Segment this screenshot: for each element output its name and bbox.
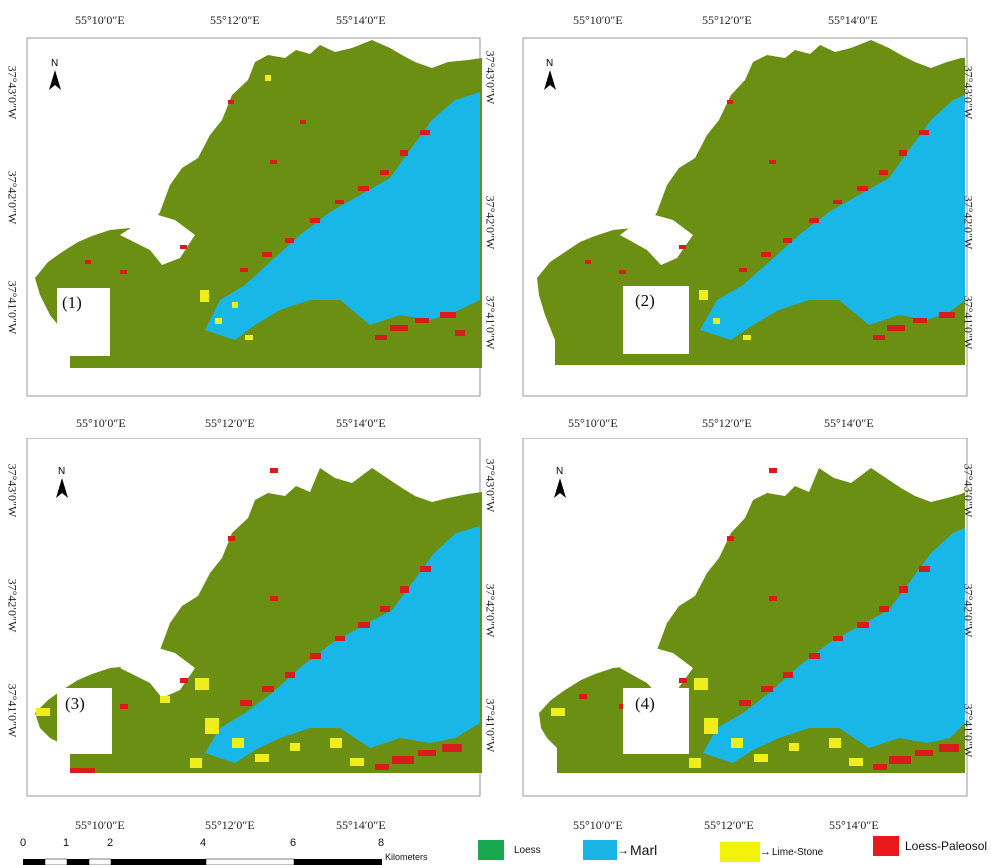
legend-label: Loess-Paleosol (905, 839, 988, 853)
panel-label: (2) (635, 291, 655, 310)
landform-map-1 (26, 37, 482, 397)
right-lat-label: 37°43′0″W (961, 65, 976, 120)
legend-item-limestone: → Lime-Stone (720, 842, 823, 862)
panel-label-box: (4) (623, 688, 689, 754)
top-lon-label: 55°14′0″E (336, 13, 386, 27)
bottom-lon-label: 55°12′0″E (205, 416, 255, 430)
panel-label-box: (1) (57, 288, 110, 356)
north-arrow: N (55, 466, 69, 498)
left-lat-label: 37°43′0″W (5, 463, 20, 518)
north-arrow: N (48, 58, 62, 90)
panel-label-box: (3) (57, 688, 112, 754)
panel-label: (4) (635, 694, 655, 713)
bottom-lon-label: 55°14′0″E (336, 818, 386, 832)
top-lon-label: 55°12′0″E (210, 13, 260, 27)
scale-tick-label: 6 (290, 837, 297, 849)
north-arrow: N (553, 466, 567, 498)
scale-tick-label: 0 (20, 837, 27, 849)
top-lon-label: 55°10′0″E (573, 13, 623, 27)
scale-bar: 0 1 2 4 6 8 Kilometers (0, 835, 428, 865)
north-arrow: N (543, 58, 557, 90)
map-panel-1: N (1) 55°10′0″E 55°12′0″E 55°14′0″E 55°1… (0, 0, 497, 430)
legend-label: Loess (514, 844, 541, 856)
top-lon-label: 55°10′0″E (75, 13, 125, 27)
north-arrow-icon (49, 70, 61, 90)
top-lon-label: 55°12′0″E (702, 13, 752, 27)
left-lat-label: 37°43′0″W (5, 65, 20, 120)
legend-label: Lime-Stone (772, 846, 824, 858)
panel-label: (1) (62, 293, 82, 312)
bottom-lon-label: 55°10′0″E (573, 818, 623, 832)
legend-item-loess: Loess (478, 840, 541, 860)
left-lat-label: 37°41′0″W (5, 683, 20, 738)
panel-label-box: (2) (623, 286, 689, 354)
legend-label: Marl (630, 842, 658, 858)
scale-tick-label: 8 (378, 837, 385, 849)
scale-unit: Kilometers (385, 852, 428, 862)
bottom-lon-label: 55°14′0″E (824, 416, 874, 430)
limestone-swatch (720, 842, 760, 862)
landform-map-4 (522, 438, 968, 797)
scale-tick-label: 2 (107, 837, 114, 849)
scale-bar-graphic (23, 858, 382, 865)
scale-tick-label: 1 (63, 837, 70, 849)
right-lat-label: 37°41′0″W (961, 703, 976, 758)
map-panel-4: N (4) 37°43′0″W 37°42′0″W 37°41′0″W (495, 438, 991, 803)
bottom-lon-label: 55°12′0″E (702, 416, 752, 430)
bottom-lon-label: 55°10′0″E (75, 818, 125, 832)
arrow-icon: → (760, 846, 771, 858)
right-lat-label: 37°42′0″W (961, 195, 976, 250)
legend: Loess → Marl → Lime-Stone Loess-Paleosol (478, 836, 988, 865)
north-arrow-icon (544, 70, 556, 90)
left-lat-label: 37°42′0″W (5, 170, 20, 225)
right-lat-label: 37°41′0″W (961, 295, 976, 350)
right-lat-label: 37°43′0″W (961, 463, 976, 518)
panel-label: (3) (65, 694, 85, 713)
marl-swatch (583, 840, 617, 860)
top-lon-label: 55°14′0″E (828, 13, 878, 27)
north-arrow-icon (554, 478, 566, 498)
left-lat-label: 37°41′0″W (5, 280, 20, 335)
landform-map-2 (522, 37, 968, 397)
map-panel-2: N (2) 55°10′0″E 55°12′0″E 55°14′0″E 55°1… (495, 0, 991, 430)
bottom-lon-label: 55°14′0″E (829, 818, 879, 832)
paleosol-swatch (873, 836, 899, 856)
bottom-lon-label: 55°14′0″E (336, 416, 386, 430)
bottom-lon-label: 55°12′0″E (205, 818, 255, 832)
map-panel-3: N (3) 37°43′0″W 37°42′0″W 37°41′0″W 37°4… (0, 438, 497, 803)
loess-swatch (478, 840, 504, 860)
north-arrow-icon (56, 478, 68, 498)
arrow-icon: → (617, 843, 629, 857)
legend-item-marl: → Marl (583, 840, 657, 860)
landform-map-3 (26, 438, 482, 797)
right-lat-label: 37°42′0″W (961, 583, 976, 638)
legend-item-loess-paleosol: Loess-Paleosol (873, 836, 987, 856)
bottom-lon-label: 55°12′0″E (704, 818, 754, 832)
left-lat-label: 37°42′0″W (5, 578, 20, 633)
bottom-lon-label: 55°10′0″E (568, 416, 618, 430)
bottom-lon-label: 55°10′0″E (76, 416, 126, 430)
scale-tick-label: 4 (200, 837, 207, 849)
